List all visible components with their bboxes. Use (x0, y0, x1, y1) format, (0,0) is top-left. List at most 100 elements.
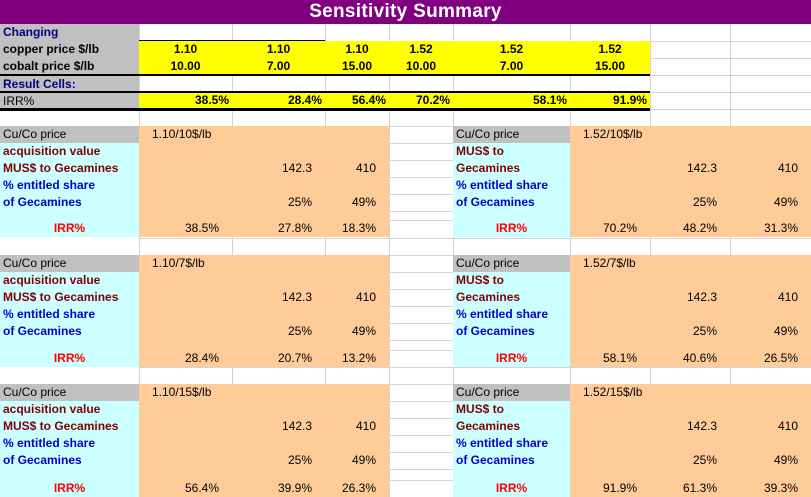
share-label-line2: of Gecamines (456, 324, 535, 338)
mus-value[interactable]: 410 (777, 290, 798, 304)
mus-value[interactable]: 142.3 (281, 290, 312, 304)
share-value[interactable]: 25% (692, 453, 717, 467)
block-irr-value: 61.3% (682, 481, 717, 495)
mus-value[interactable]: 410 (777, 419, 798, 433)
copper-price-label: copper price $/lb (0, 41, 139, 58)
mus-value[interactable]: 410 (355, 290, 376, 304)
mus-label-line2: Gecamines (456, 419, 521, 433)
value-area (570, 126, 811, 237)
block-irr-value: 39.3% (763, 481, 798, 495)
share-value[interactable]: 49% (773, 453, 798, 467)
cobalt-price-value[interactable]: 15.00 (341, 59, 373, 73)
share-value[interactable]: 49% (773, 324, 798, 338)
block-header-label: Cu/Co price (0, 255, 139, 272)
copper-price-value[interactable]: 1.52 (499, 42, 524, 56)
cobalt-price-value[interactable]: 15.00 (594, 59, 626, 73)
mus-value[interactable]: 142.3 (686, 161, 717, 175)
share-label-line2: of Gecamines (3, 324, 82, 338)
value-area (139, 255, 389, 367)
label-area (0, 401, 139, 497)
share-value[interactable]: 25% (287, 453, 312, 467)
mus-label-line2: MUS$ to Gecamines (3, 419, 119, 433)
mus-label-line1: MUS$ to (456, 273, 504, 287)
block-irr-value: 26.3% (341, 481, 376, 495)
block-header-label: Cu/Co price (453, 255, 570, 272)
share-label-line1: % entitled share (456, 307, 549, 321)
mus-value[interactable]: 410 (355, 161, 376, 175)
block-irr-label: IRR% (53, 351, 86, 365)
share-value[interactable]: 25% (287, 195, 312, 209)
label-area (0, 143, 139, 237)
copper-price-value[interactable]: 1.10 (173, 42, 198, 56)
block-irr-value: 39.9% (277, 481, 312, 495)
share-value[interactable]: 49% (351, 453, 376, 467)
mus-label-line1: acquisition value (3, 273, 101, 287)
block-irr-label: IRR% (495, 221, 528, 235)
cobalt-price-value[interactable]: 7.00 (266, 59, 291, 73)
copper-price-value[interactable]: 1.52 (598, 42, 622, 56)
block-price: 1.52/10$/lb (583, 127, 643, 141)
share-label-line1: % entitled share (3, 178, 96, 192)
block-price: 1.10/7$/lb (152, 256, 205, 270)
irr-label: IRR% (0, 93, 139, 109)
share-value[interactable]: 49% (351, 324, 376, 338)
value-area (139, 126, 389, 237)
value-area (570, 384, 811, 497)
share-label-line2: of Gecamines (3, 453, 82, 467)
gridline-vertical (389, 24, 390, 497)
irr-result-value: 56.4% (351, 93, 386, 107)
share-value[interactable]: 49% (773, 195, 798, 209)
irr-result-value: 70.2% (415, 93, 450, 107)
gridline-horizontal (139, 238, 811, 239)
block-irr-value: 38.5% (184, 221, 219, 235)
share-value[interactable]: 49% (351, 195, 376, 209)
irr-result-value: 38.5% (194, 93, 229, 107)
copper-price-value[interactable]: 1.10 (266, 42, 291, 56)
copper-price-value[interactable]: 1.10 (345, 42, 369, 56)
block-irr-value: 70.2% (602, 221, 637, 235)
cobalt-price-value[interactable]: 7.00 (499, 59, 524, 73)
share-label-line2: of Gecamines (456, 195, 535, 209)
cobalt-price-value[interactable]: 10.00 (405, 59, 437, 73)
label-area (0, 272, 139, 367)
block-irr-value: 31.3% (763, 221, 798, 235)
mus-value[interactable]: 142.3 (686, 419, 717, 433)
value-area (139, 384, 389, 497)
block-header-label: Cu/Co price (0, 384, 139, 401)
input-bottom-border (0, 74, 650, 76)
block-header-label: Cu/Co price (453, 126, 570, 143)
share-label-line1: % entitled share (456, 436, 549, 450)
mus-value[interactable]: 142.3 (281, 161, 312, 175)
block-irr-value: 13.2% (341, 351, 376, 365)
sheet-title: Sensitivity Summary (0, 0, 811, 24)
block-irr-value: 27.8% (277, 221, 312, 235)
irr-result-value: 58.1% (532, 93, 567, 107)
block-irr-value: 28.4% (184, 351, 219, 365)
share-label-line1: % entitled share (3, 436, 96, 450)
mus-label-line2: MUS$ to Gecamines (3, 161, 119, 175)
block-irr-label: IRR% (495, 351, 528, 365)
block-irr-label: IRR% (53, 221, 86, 235)
block-irr-value: 91.9% (602, 481, 637, 495)
result-top-border (0, 91, 650, 93)
changing-underline (139, 40, 325, 41)
mus-value[interactable]: 410 (355, 419, 376, 433)
share-value[interactable]: 25% (287, 324, 312, 338)
label-area (453, 143, 570, 237)
share-label-line2: of Gecamines (456, 453, 535, 467)
copper-price-value[interactable]: 1.52 (409, 42, 433, 56)
share-value[interactable]: 25% (692, 195, 717, 209)
label-area (453, 401, 570, 497)
mus-label-line2: Gecamines (456, 161, 521, 175)
irr-result-area (139, 93, 650, 109)
block-irr-value: 40.6% (682, 351, 717, 365)
mus-value[interactable]: 142.3 (281, 419, 312, 433)
cobalt-price-value[interactable]: 10.00 (170, 59, 201, 73)
block-irr-value: 56.4% (184, 481, 219, 495)
block-irr-value: 20.7% (277, 351, 312, 365)
value-area (570, 255, 811, 367)
mus-value[interactable]: 142.3 (686, 290, 717, 304)
mus-value[interactable]: 410 (777, 161, 798, 175)
label-area (453, 272, 570, 367)
share-value[interactable]: 25% (692, 324, 717, 338)
